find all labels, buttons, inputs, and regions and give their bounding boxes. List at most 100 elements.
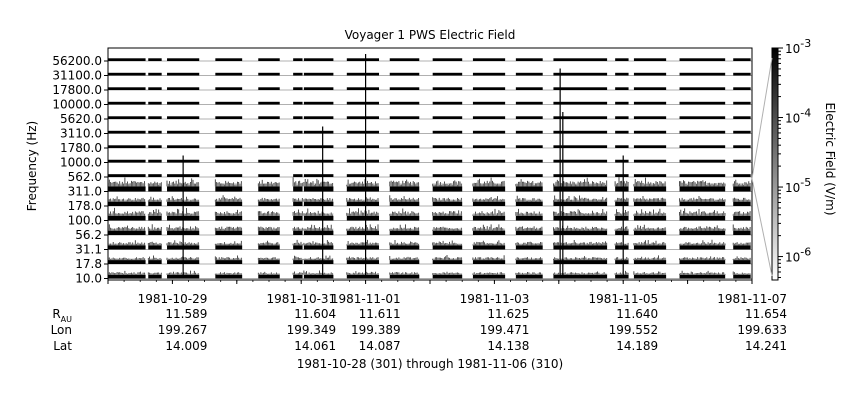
channel-segment <box>679 130 726 134</box>
channel-segment <box>293 130 303 134</box>
channel-segment <box>108 130 146 134</box>
channel-haze <box>303 199 334 202</box>
channel-activity <box>292 271 303 275</box>
channel-haze <box>432 243 463 246</box>
channel-segment <box>389 230 420 235</box>
colorbar-tick-exponent: -6 <box>800 246 811 259</box>
channel-activity <box>432 271 462 275</box>
channel-segment <box>432 274 463 279</box>
ephemeris-value: 199.267 <box>158 323 208 337</box>
channel-activity <box>732 224 751 231</box>
ephemeris-value: 11.654 <box>745 307 787 321</box>
channel-segment <box>679 186 726 192</box>
channel-segment <box>733 72 751 76</box>
channel-segment <box>472 145 506 148</box>
channel-activity <box>166 270 199 275</box>
channel-segment <box>553 186 608 192</box>
channel-haze <box>633 243 667 246</box>
channel-segment <box>615 274 629 279</box>
channel-haze <box>615 243 629 246</box>
channel-haze <box>389 183 420 187</box>
channel-segment <box>303 186 334 192</box>
channel-haze <box>346 228 380 231</box>
channel-segment <box>515 201 543 206</box>
channel-haze <box>215 273 243 275</box>
channel-segment <box>215 274 243 279</box>
channel-haze <box>148 183 162 187</box>
colorbar-bar <box>771 47 779 281</box>
channel-haze <box>346 213 380 216</box>
channel-segment <box>472 274 506 279</box>
channel-haze <box>303 243 334 246</box>
channel-segment <box>303 101 334 105</box>
channel-segment <box>108 87 146 90</box>
channel-activity <box>679 180 726 187</box>
channel-activity <box>432 197 462 202</box>
channel-activity <box>147 181 162 187</box>
channel-segment <box>733 101 751 105</box>
channel-haze <box>733 228 751 231</box>
channel-activity <box>472 224 505 231</box>
channel-segment <box>148 260 162 264</box>
channel-segment <box>432 174 463 177</box>
channel-activity <box>633 271 666 275</box>
channel-segment <box>633 72 667 76</box>
channel-segment <box>515 215 543 221</box>
channel-haze <box>108 213 146 216</box>
channel-haze <box>148 243 162 246</box>
channel-activity <box>147 208 162 216</box>
colorbar-tick-label: 10-6 <box>785 246 811 265</box>
plot-area <box>107 54 752 279</box>
channel-segment <box>148 186 162 192</box>
channel-activity <box>553 256 608 261</box>
channel-segment <box>472 72 506 76</box>
channel-activity <box>147 255 162 261</box>
channel-segment <box>679 230 726 235</box>
channel-haze <box>389 273 420 275</box>
channel-segment <box>215 101 243 105</box>
channel-segment <box>389 245 420 250</box>
channel-activity <box>346 224 379 231</box>
channel-segment <box>389 58 420 61</box>
channel-haze <box>432 213 463 216</box>
channel-segment <box>148 145 162 148</box>
ephemeris-row-label: RAU <box>52 307 72 324</box>
y-tick-label: 10000.0 <box>52 98 102 112</box>
channel-segment <box>432 186 463 192</box>
channel-activity <box>257 211 280 216</box>
channel-segment <box>615 215 629 221</box>
channel-segment <box>258 72 280 76</box>
colorbar-tick-label: 10-5 <box>785 176 811 195</box>
channel-haze <box>215 199 243 202</box>
colorbar: 10-3 10-4 10-5 10-6 <box>751 37 811 281</box>
ephemeris-value: 11.640 <box>616 307 658 321</box>
channel-segment <box>615 230 629 235</box>
channel-activity <box>732 197 751 202</box>
channel-segment <box>679 72 726 76</box>
channel-segment <box>303 87 334 90</box>
channel-activity <box>732 179 751 187</box>
channel-activity <box>633 255 666 261</box>
channel-segment <box>108 245 146 250</box>
channel-segment <box>615 186 629 192</box>
channel-haze <box>615 228 629 231</box>
channel-segment <box>515 174 543 177</box>
channel-segment <box>148 215 162 221</box>
channel-activity <box>214 226 242 231</box>
channel-segment <box>679 58 726 61</box>
channel-haze <box>346 243 380 246</box>
channel-haze <box>432 228 463 231</box>
channel-segment <box>108 72 146 76</box>
channel-activity <box>553 271 608 275</box>
channel-segment <box>346 58 380 61</box>
channel-segment <box>515 274 543 279</box>
channel-segment <box>432 201 463 206</box>
channel-segment <box>633 145 667 148</box>
channel-haze <box>679 273 726 275</box>
channel-segment <box>633 201 667 206</box>
channel-haze <box>432 199 463 202</box>
ephemeris-value: 14.241 <box>745 339 787 353</box>
colorbar-label: Electric Field (V/m) <box>823 102 837 215</box>
channel-segment <box>633 215 667 221</box>
channel-haze <box>389 199 420 202</box>
